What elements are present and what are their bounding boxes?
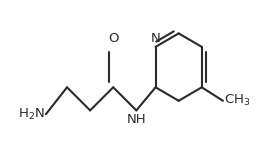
- Text: N: N: [151, 32, 160, 45]
- Text: CH$_3$: CH$_3$: [225, 93, 251, 108]
- Text: O: O: [108, 32, 118, 45]
- Text: H$_2$N: H$_2$N: [18, 107, 45, 122]
- Text: NH: NH: [127, 113, 146, 126]
